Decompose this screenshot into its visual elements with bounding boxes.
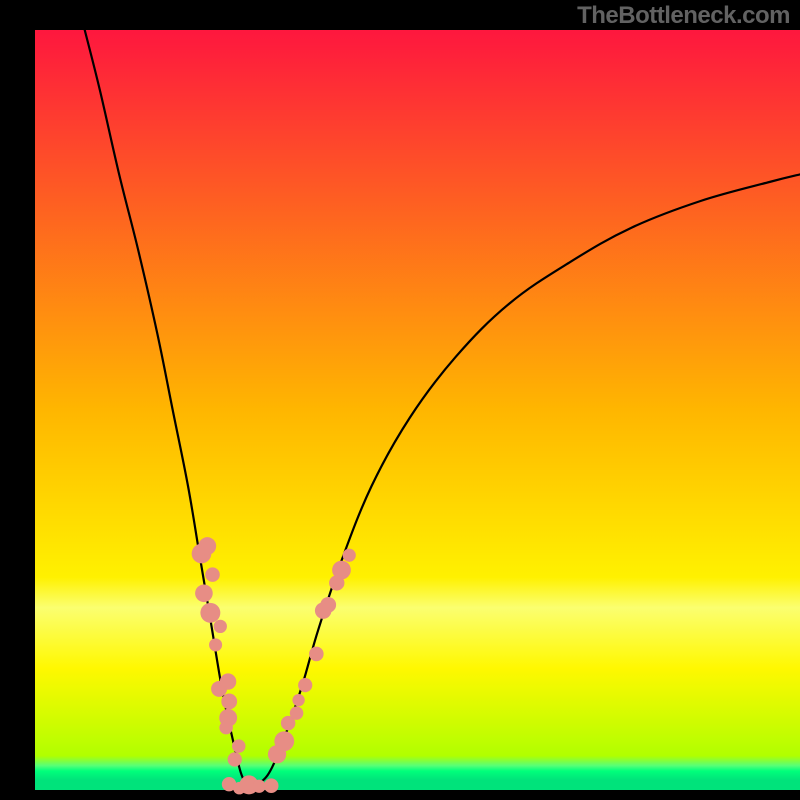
bottleneck-chart	[0, 0, 800, 800]
data-marker	[219, 721, 232, 734]
data-marker	[198, 537, 216, 555]
data-marker	[292, 694, 304, 706]
watermark-text: TheBottleneck.com	[577, 2, 790, 30]
chart-root: TheBottleneck.com	[0, 0, 800, 800]
data-marker	[332, 561, 351, 580]
data-marker	[298, 678, 312, 692]
data-marker	[200, 603, 220, 623]
data-marker	[221, 694, 237, 710]
plot-area	[35, 30, 800, 790]
data-marker	[214, 620, 227, 633]
data-marker	[320, 597, 336, 613]
data-marker	[343, 549, 356, 562]
data-marker	[205, 567, 220, 582]
data-marker	[220, 673, 236, 689]
data-marker	[274, 731, 294, 751]
data-marker	[253, 780, 266, 793]
data-marker	[290, 706, 304, 720]
data-marker	[232, 739, 245, 752]
data-marker	[264, 778, 279, 793]
data-marker	[209, 638, 222, 651]
data-marker	[195, 584, 213, 602]
data-marker	[309, 647, 324, 662]
data-marker	[228, 752, 242, 766]
